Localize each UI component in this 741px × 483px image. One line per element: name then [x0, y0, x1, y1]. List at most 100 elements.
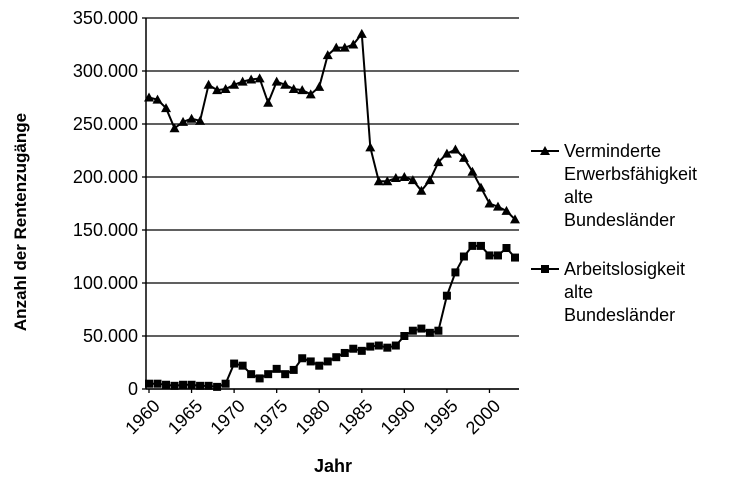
square-marker: [213, 382, 222, 391]
x-tick-label: 1990: [377, 396, 419, 438]
triangle-marker: [161, 103, 172, 113]
triangle-marker: [220, 84, 231, 94]
legend-swatch: [531, 265, 559, 273]
triangle-marker: [331, 42, 342, 52]
square-marker: [204, 381, 213, 390]
square-marker: [468, 241, 477, 250]
square-marker: [281, 370, 290, 379]
square-marker: [493, 251, 502, 260]
square-marker: [383, 343, 392, 352]
triangle-marker: [382, 176, 393, 186]
square-marker: [170, 381, 179, 390]
triangle-marker: [169, 123, 180, 133]
square-marker: [349, 344, 358, 353]
triangle-marker: [373, 176, 384, 186]
y-tick-label: 200.000: [73, 167, 138, 187]
square-marker: [145, 379, 153, 388]
triangle-marker: [424, 175, 435, 185]
x-tick-label: 1980: [292, 396, 334, 438]
x-tick-label: 1985: [334, 396, 376, 438]
square-marker: [289, 365, 298, 374]
x-tick-label: 1965: [164, 396, 206, 438]
triangle-marker: [186, 113, 197, 123]
triangle-marker: [416, 185, 427, 195]
square-marker: [340, 348, 349, 357]
triangle-marker: [501, 205, 512, 215]
square-marker: [434, 326, 443, 335]
y-tick-label: 0: [128, 379, 138, 399]
square-marker: [459, 252, 468, 261]
triangle-marker: [450, 144, 461, 154]
y-axis-label: Anzahl der Rentenzugänge: [11, 113, 30, 331]
square-marker: [374, 341, 383, 350]
square-marker: [511, 253, 519, 262]
triangle-marker: [254, 73, 265, 83]
triangle-marker: [356, 28, 367, 38]
square-marker: [153, 379, 162, 388]
triangle-marker: [314, 81, 325, 91]
triangle-marker: [399, 172, 410, 181]
legend-swatch: [531, 146, 559, 155]
triangle-marker: [305, 89, 316, 99]
y-tick-label: 350.000: [73, 8, 138, 28]
triangle-marker: [271, 76, 282, 86]
square-marker: [332, 353, 341, 362]
triangle-marker: [510, 214, 520, 224]
square-marker: [196, 381, 205, 390]
y-tick-label: 250.000: [73, 114, 138, 134]
triangle-marker: [178, 116, 189, 126]
square-marker: [221, 379, 230, 388]
triangle-marker: [195, 115, 206, 125]
triangle-marker: [365, 142, 376, 152]
legend-item: Arbeitslosigkeit alte Bundesländer: [530, 258, 685, 327]
triangle-marker: [152, 94, 163, 104]
triangle-marker: [348, 39, 359, 49]
y-tick-label: 150.000: [73, 220, 138, 240]
square-marker: [357, 346, 366, 355]
x-tick-label: 1975: [249, 396, 291, 438]
x-tick-label: 1960: [121, 396, 163, 438]
square-marker: [451, 268, 460, 277]
triangle-marker: [229, 79, 240, 89]
square-marker: [187, 380, 196, 389]
triangle-marker: [407, 175, 418, 185]
triangle-marker: [322, 50, 333, 60]
triangle-marker: [484, 198, 495, 208]
series-line: [149, 244, 516, 388]
square-marker: [400, 332, 409, 340]
square-marker: [315, 361, 324, 370]
legend-marker: [540, 146, 550, 155]
square-marker: [264, 370, 273, 379]
square-marker: [306, 357, 315, 366]
square-marker: [298, 354, 307, 363]
triangle-marker: [212, 85, 223, 95]
legend-item: Verminderte Erwerbsfähigkeit alte Bundes…: [530, 140, 697, 232]
square-marker: [442, 291, 451, 300]
triangle-marker: [263, 97, 274, 107]
square-marker: [162, 380, 171, 389]
triangle-marker: [246, 74, 257, 84]
square-marker: [417, 324, 426, 333]
square-marker: [238, 361, 247, 370]
square-marker: [255, 374, 264, 383]
square-marker: [366, 342, 375, 351]
square-marker: [502, 244, 511, 253]
square-marker: [230, 359, 239, 368]
square-marker: [323, 357, 332, 366]
triangle-marker: [339, 42, 350, 52]
triangle-marker: [297, 85, 308, 95]
triangle-marker: [475, 182, 486, 192]
y-tick-label: 300.000: [73, 61, 138, 81]
y-tick-label: 50.000: [83, 326, 138, 346]
series-line: [148, 31, 516, 221]
triangle-marker: [237, 76, 248, 86]
square-marker: [476, 241, 485, 250]
triangle-marker: [144, 92, 154, 102]
x-tick-label: 2000: [462, 396, 504, 438]
triangle-marker: [280, 79, 291, 89]
triangle-marker: [433, 157, 444, 167]
square-marker: [425, 328, 434, 337]
triangle-marker: [288, 84, 299, 94]
x-axis-label: Jahr: [314, 456, 352, 476]
triangle-marker: [467, 166, 478, 176]
